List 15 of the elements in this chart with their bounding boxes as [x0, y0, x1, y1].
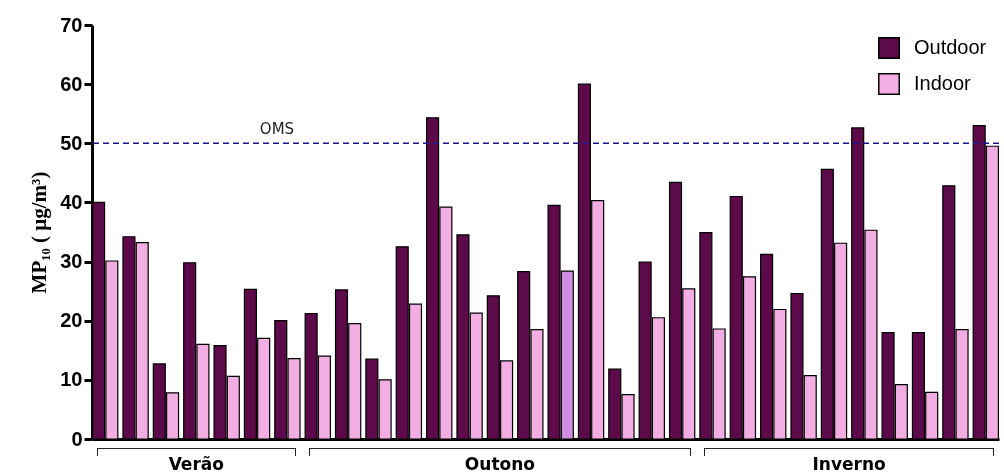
- text: Outono: [463, 454, 536, 474]
- y-tick-label: 70: [60, 13, 83, 36]
- y-tick-label: 50: [60, 131, 83, 154]
- y-tick-label: 40: [60, 190, 83, 213]
- y-tick-label: 60: [60, 72, 83, 95]
- y-axis-title: MP₁₀ ( μg/m³): [27, 171, 52, 294]
- y-tick-label: 20: [60, 309, 83, 332]
- text: Inverno: [811, 454, 887, 474]
- legend-label: Outdoor: [914, 36, 987, 58]
- y-tick-label: 30: [60, 250, 83, 273]
- y-tick-label: 10: [60, 368, 83, 391]
- legend-label: Indoor: [914, 72, 972, 94]
- text: Verão: [167, 454, 225, 474]
- ref-line-label: OMS: [259, 120, 295, 139]
- y-tick-label: 0: [71, 427, 83, 450]
